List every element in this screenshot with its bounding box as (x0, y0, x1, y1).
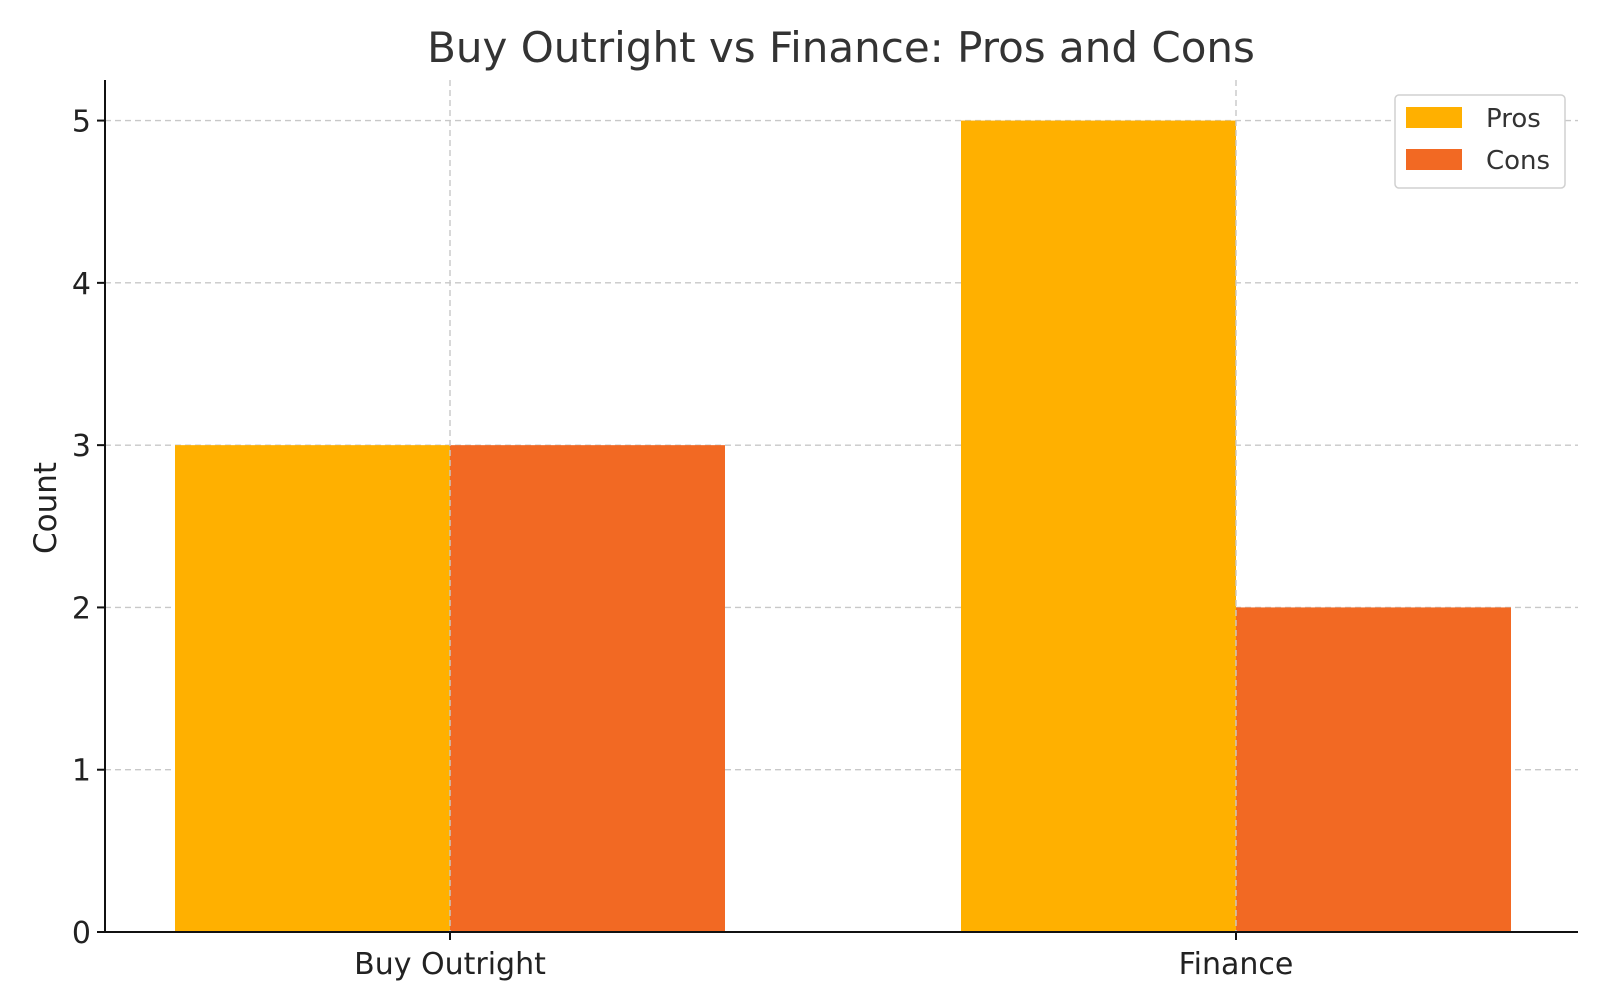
y-tick-label: 0 (72, 916, 91, 951)
chart-title: Buy Outright vs Finance: Pros and Cons (427, 23, 1255, 72)
vertical-grid-layer (449, 80, 1237, 932)
bar-cons-buy-outright (450, 445, 725, 932)
y-tick-label: 5 (72, 105, 91, 140)
legend-swatch-cons (1406, 149, 1462, 170)
legend: Pros Cons (1394, 94, 1566, 189)
y-tick-label: 2 (72, 591, 91, 626)
x-tick-label: Buy Outright (354, 947, 546, 982)
bar-pros-buy-outright (175, 445, 450, 932)
x-tick-label: Finance (1179, 947, 1294, 982)
x-ticks: Buy Outright Finance (354, 932, 1293, 982)
y-ticks: 0 1 2 3 4 5 (72, 105, 105, 951)
bar-cons-finance (1236, 607, 1511, 932)
legend-label-cons: Cons (1486, 146, 1550, 176)
y-tick-label: 1 (72, 754, 91, 789)
y-axis-label: Count (28, 462, 64, 554)
legend-swatch-pros (1406, 107, 1462, 128)
y-tick-label: 4 (72, 267, 91, 302)
legend-label-pros: Pros (1486, 104, 1541, 134)
bar-pros-finance (961, 120, 1236, 933)
y-tick-label: 3 (72, 429, 91, 464)
bars-layer (175, 120, 1511, 933)
